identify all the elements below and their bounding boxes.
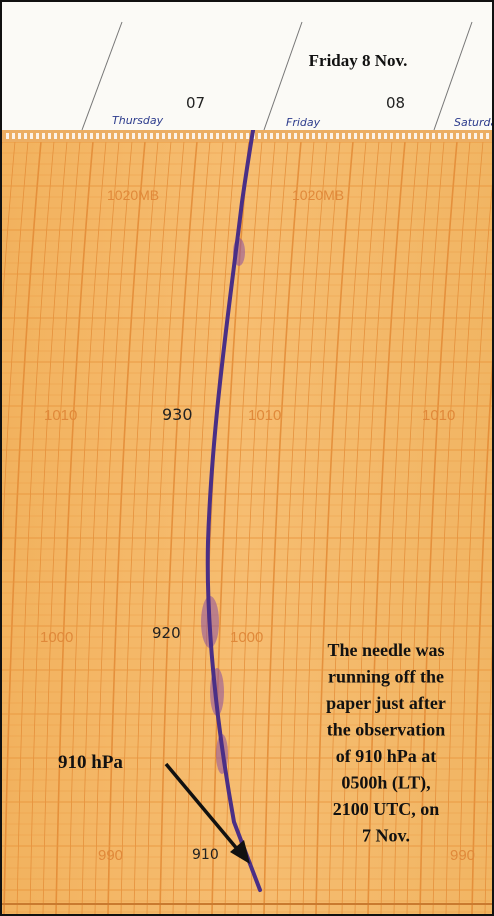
day-number-07: 07: [186, 94, 205, 112]
handwritten-mark-930: 930: [162, 405, 193, 424]
svg-text:1010: 1010: [248, 407, 281, 424]
top-tick-scale: [2, 130, 492, 142]
svg-text:1020MB: 1020MB: [292, 187, 344, 203]
weekday-label-friday: Friday: [286, 116, 321, 129]
pressure-label-1020: 1020MB 1020MB: [107, 187, 344, 203]
pressure-trace-line: [205, 130, 262, 892]
orange-chart-paper: [2, 130, 492, 914]
caption-line: running off the: [328, 667, 444, 687]
handwritten-mark-920: 920: [152, 624, 181, 642]
svg-text:990: 990: [98, 847, 123, 864]
svg-text:990: 990: [450, 847, 475, 864]
svg-text:1010: 1010: [44, 407, 77, 424]
date-label: Friday 8 Nov.: [309, 51, 408, 70]
caption-line: the observation: [327, 720, 446, 740]
svg-text:1010: 1010: [422, 407, 455, 424]
pressure-label-1000: 1000 1000: [40, 629, 263, 646]
callout-910-label: 910 hPa: [58, 752, 123, 773]
svg-text:1000: 1000: [40, 629, 73, 646]
svg-text:1000: 1000: [230, 629, 263, 646]
caption-line: The needle was: [328, 640, 445, 660]
weekday-label-thursday: Thursday: [112, 114, 164, 127]
callout-arrow-shaft: [164, 762, 240, 852]
pressure-label-1010: 1010 1010 1010: [44, 407, 455, 424]
caption-line: of 910 hPa at: [336, 746, 437, 766]
callout-arrow-head: [230, 840, 250, 864]
pressure-label-990: 990 990: [98, 847, 475, 864]
pressure-gridlines: [2, 141, 492, 913]
time-gridlines: [2, 130, 492, 914]
caption-line: 7 Nov.: [362, 826, 410, 846]
weekday-label-saturday: Saturday: [454, 116, 492, 129]
day-divider-lines: [81, 21, 473, 131]
chart-header-strip: [2, 2, 492, 130]
handwritten-mark-910: 910: [192, 847, 219, 863]
caption-line: paper just after: [326, 693, 446, 713]
caption-line: 2100 UTC, on: [333, 799, 440, 819]
day-number-08: 08: [386, 94, 405, 112]
svg-text:1020MB: 1020MB: [107, 187, 159, 203]
explanation-caption: The needle was running off the paper just …: [326, 640, 446, 846]
caption-line: 0500h (LT),: [341, 773, 430, 794]
